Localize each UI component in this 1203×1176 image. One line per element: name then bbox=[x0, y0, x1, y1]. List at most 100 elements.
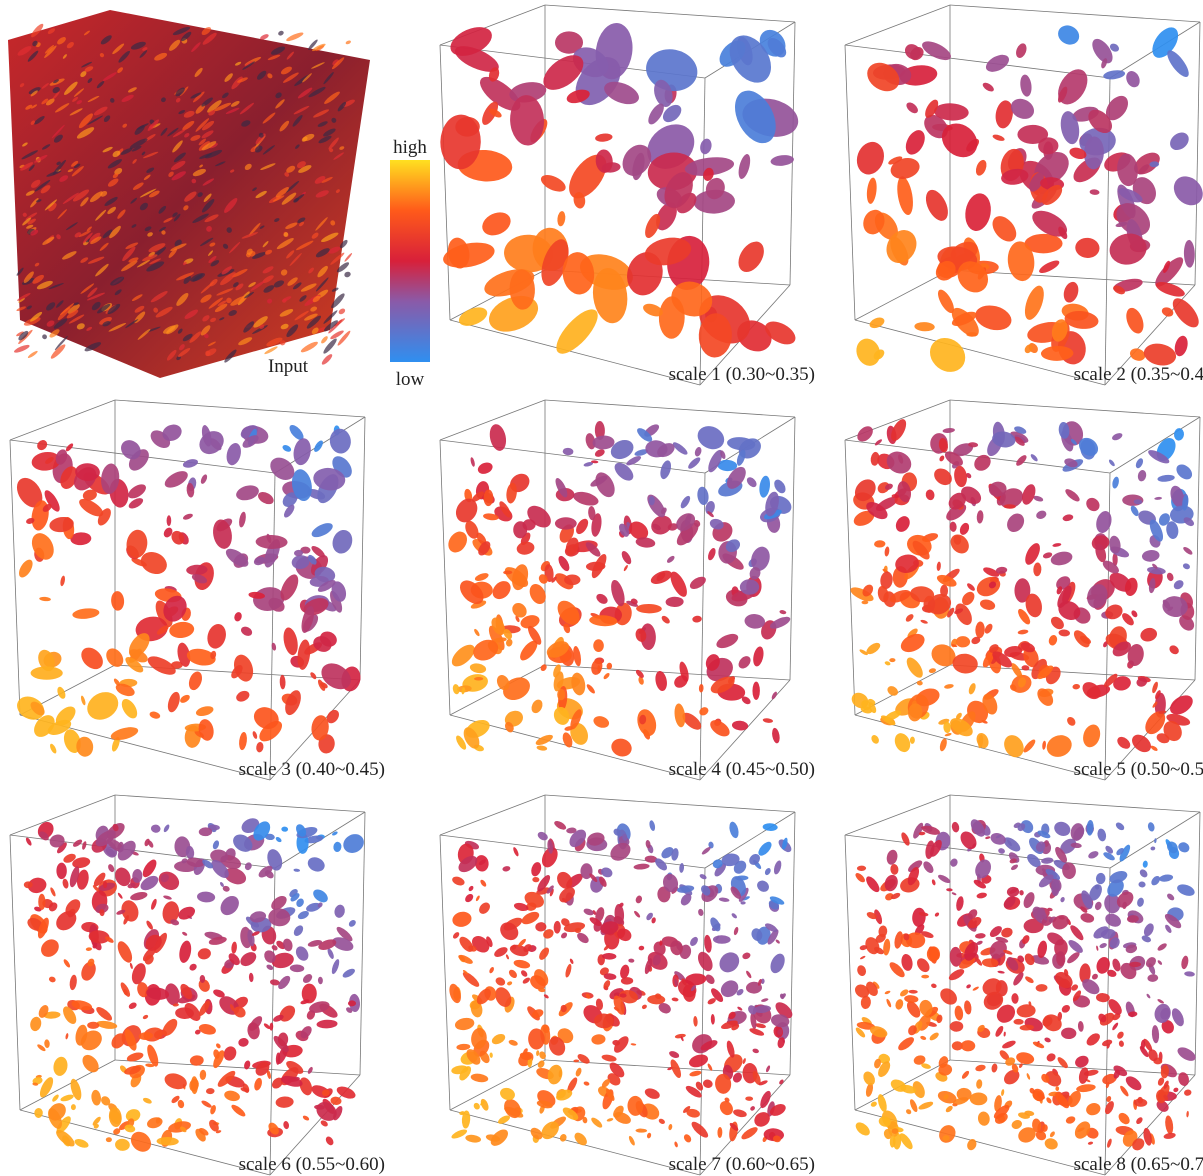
input-streak bbox=[27, 50, 39, 62]
input-streak bbox=[80, 283, 95, 294]
isosurface-blob bbox=[1044, 1037, 1051, 1043]
isosurface-blob bbox=[264, 950, 276, 963]
isosurface-blob bbox=[648, 495, 655, 506]
isosurface-blob bbox=[571, 672, 586, 696]
isosurface-blob bbox=[707, 1063, 713, 1071]
isosurface-blob bbox=[1178, 842, 1190, 853]
isosurface-blob bbox=[596, 593, 608, 604]
isosurface-blob bbox=[924, 114, 948, 139]
isosurface-blob bbox=[180, 694, 190, 703]
input-streak bbox=[86, 226, 92, 232]
isosurface-blob bbox=[1148, 1049, 1158, 1062]
isosurface-blob bbox=[456, 1043, 471, 1051]
isosurface-blob bbox=[1019, 890, 1024, 896]
isosurface-blob bbox=[606, 1118, 614, 1122]
isosurface-blob bbox=[277, 1032, 289, 1047]
isosurface-blob bbox=[649, 820, 656, 831]
isosurface-blob bbox=[899, 1133, 913, 1150]
cube-edge bbox=[1194, 811, 1201, 1076]
isosurface-blob bbox=[1108, 459, 1115, 467]
isosurface-blob bbox=[591, 554, 607, 579]
isosurface-blob bbox=[461, 687, 466, 695]
isosurface-blob bbox=[469, 663, 487, 674]
isosurface-blob bbox=[495, 977, 506, 986]
isosurface-blob bbox=[1055, 846, 1067, 863]
isosurface-blob bbox=[682, 712, 702, 730]
isosurface-blob bbox=[43, 1011, 61, 1019]
isosurface-blob bbox=[901, 953, 913, 971]
isosurface-blob bbox=[857, 965, 867, 977]
isosurface-blob bbox=[1170, 695, 1193, 715]
isosurface-blob bbox=[591, 659, 603, 675]
isosurface-blob bbox=[939, 738, 947, 752]
isosurface-blob bbox=[1098, 1013, 1107, 1023]
isosurface-blob bbox=[765, 491, 779, 517]
isosurface-blob bbox=[698, 313, 732, 358]
isosurface-blob bbox=[63, 959, 71, 968]
input-streak bbox=[48, 202, 57, 212]
input-streak bbox=[281, 192, 297, 205]
isosurface-blob bbox=[686, 1108, 700, 1118]
isosurface-blob bbox=[982, 82, 994, 92]
isosurface-blob bbox=[248, 972, 254, 983]
isosurface-blob bbox=[313, 636, 332, 652]
isosurface-blob bbox=[701, 885, 711, 896]
cube-edge bbox=[844, 834, 1111, 869]
isosurface-blob bbox=[951, 1041, 963, 1051]
input-streak bbox=[248, 282, 256, 288]
isosurface-blob bbox=[1129, 348, 1146, 361]
isosurface-blob bbox=[1052, 543, 1062, 547]
isosurface-blob bbox=[736, 989, 744, 996]
isosurface-blob bbox=[537, 875, 551, 892]
isosurface-blob bbox=[258, 492, 274, 505]
input-streak bbox=[321, 354, 333, 365]
isosurface-blob bbox=[278, 975, 291, 990]
isosurface-blob bbox=[478, 541, 491, 556]
isosurface-blob bbox=[1096, 957, 1110, 974]
isosurface-blob bbox=[569, 829, 587, 848]
input-streak bbox=[214, 102, 232, 112]
isosurface-blob bbox=[935, 261, 956, 281]
isosurface-blob bbox=[1136, 1117, 1143, 1125]
isosurface-blob bbox=[1007, 241, 1035, 282]
input-streak bbox=[67, 169, 74, 173]
isosurface-blob bbox=[1107, 969, 1117, 977]
isosurface-blob bbox=[508, 1039, 518, 1046]
input-streak bbox=[125, 242, 139, 250]
input-streak bbox=[84, 342, 102, 352]
isosurface-blob bbox=[137, 982, 149, 998]
isosurface-blob bbox=[1042, 740, 1046, 750]
cube-edge bbox=[854, 269, 951, 321]
isosurface-blob bbox=[30, 701, 45, 716]
isosurface-blob bbox=[231, 664, 243, 679]
isosurface-blob bbox=[556, 309, 598, 354]
isosurface-blob bbox=[459, 580, 484, 604]
isosurface-blob bbox=[1172, 298, 1199, 328]
isosurface-blob bbox=[1103, 852, 1115, 861]
isosurface-blob bbox=[644, 1088, 660, 1099]
isosurface-blob bbox=[483, 489, 494, 507]
isosurface-blob bbox=[194, 1029, 201, 1035]
isosurface-blob bbox=[557, 871, 573, 889]
input-streak bbox=[42, 236, 55, 245]
isosurface-blob bbox=[693, 189, 735, 214]
isosurface-blob bbox=[1113, 1065, 1128, 1077]
isosurface-blob bbox=[583, 461, 594, 467]
isosurface-blob bbox=[532, 1009, 544, 1018]
input-streak bbox=[271, 46, 286, 55]
input-streak bbox=[56, 234, 61, 240]
cube-edge bbox=[1104, 1074, 1196, 1176]
isosurface-blob bbox=[493, 637, 507, 643]
isosurface-blob bbox=[742, 1058, 746, 1064]
isosurface-blob bbox=[705, 177, 725, 200]
input-streak bbox=[78, 113, 93, 129]
isosurface-blob bbox=[1021, 665, 1030, 671]
isosurface-blob bbox=[938, 289, 954, 314]
isosurface-blob bbox=[564, 574, 581, 586]
isosurface-blob bbox=[448, 531, 468, 553]
isosurface-blob bbox=[590, 475, 608, 487]
isosurface-blob bbox=[751, 546, 770, 571]
input-streak bbox=[107, 178, 119, 187]
isosurface-blob bbox=[942, 428, 955, 433]
isosurface-blob bbox=[1155, 282, 1185, 297]
